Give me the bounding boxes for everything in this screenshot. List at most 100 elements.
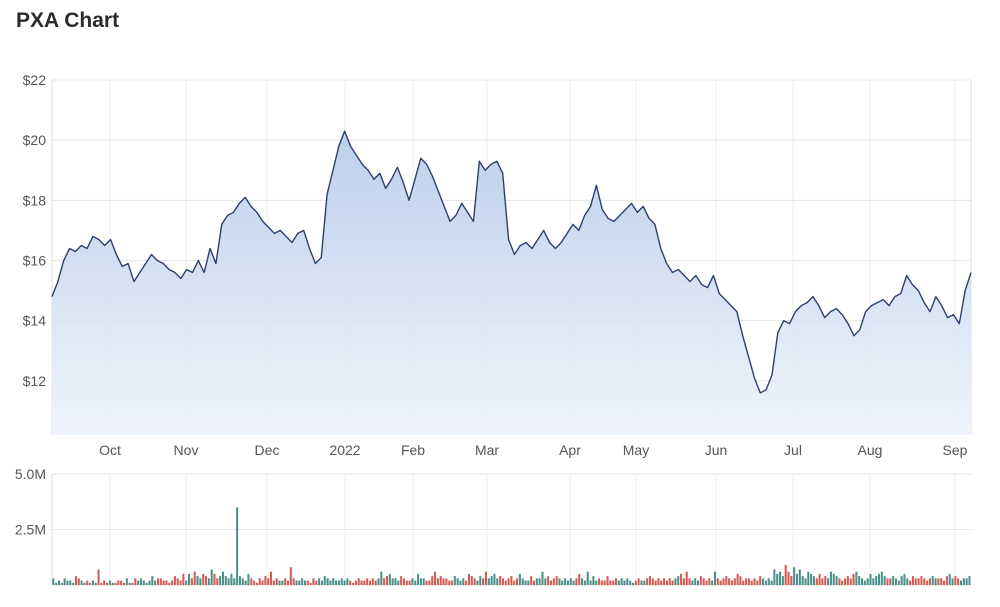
volume-bar	[179, 580, 182, 585]
volume-bar	[442, 578, 445, 585]
volume-bar	[716, 578, 719, 585]
volume-bar	[337, 580, 340, 585]
volume-bar	[631, 582, 635, 585]
volume-bar	[651, 578, 654, 585]
volume-bar	[781, 576, 784, 585]
volume-bar	[530, 576, 533, 585]
volume-bar	[900, 576, 903, 585]
volume-bar	[858, 576, 861, 585]
volume-bar	[142, 580, 145, 585]
volume-bar	[216, 578, 219, 585]
volume-bar	[301, 578, 304, 585]
x-axis-label: May	[623, 442, 649, 458]
volume-bar	[145, 582, 148, 585]
volume-bar	[934, 578, 937, 585]
volume-bar	[747, 578, 750, 585]
volume-bar	[586, 571, 589, 585]
volume-bar	[207, 578, 210, 585]
volume-bar	[77, 578, 80, 585]
volume-bar	[629, 580, 632, 585]
volume-bar	[773, 569, 776, 585]
volume-bar	[770, 580, 773, 585]
volume-bar	[524, 580, 527, 585]
volume-bar	[267, 578, 270, 585]
volume-bar	[199, 578, 202, 585]
price-line	[51, 130, 972, 394]
volume-bar	[600, 580, 603, 585]
volume-bar	[210, 569, 213, 585]
volume-bar	[275, 578, 278, 585]
volume-bar	[173, 576, 176, 585]
volume-bar	[303, 580, 306, 585]
volume-bar	[657, 578, 660, 585]
volume-bar	[762, 578, 765, 585]
volume-bar	[484, 571, 487, 585]
volume-bar	[541, 571, 544, 585]
volume-bar	[926, 580, 929, 585]
volume-bar	[572, 580, 575, 585]
volume-bar	[408, 580, 411, 585]
volume-bar	[125, 578, 128, 585]
x-axis-label: 2022	[329, 442, 360, 458]
volume-bar	[360, 580, 363, 585]
volume-bar	[219, 576, 222, 585]
volume-bar	[168, 582, 171, 585]
volume-bar	[315, 580, 318, 585]
volume-bar	[937, 578, 940, 585]
volume-bar	[470, 576, 473, 585]
volume-bar	[385, 576, 388, 585]
volume-bar	[352, 582, 355, 585]
volume-bar	[190, 578, 193, 585]
volume-bar	[394, 578, 397, 585]
volume-bar	[369, 580, 372, 585]
volume-bar	[643, 580, 646, 585]
volume-bar	[501, 578, 504, 585]
volume-bar	[156, 578, 159, 585]
volume-bar	[417, 573, 420, 585]
volume-bar	[682, 578, 685, 585]
volume-bar	[434, 571, 437, 585]
volume-bar	[795, 573, 799, 585]
volume-bar	[289, 567, 292, 585]
volume-bar	[739, 576, 742, 585]
volume-bar	[162, 580, 165, 585]
volume-bar	[221, 571, 224, 585]
volume-bar	[750, 580, 753, 585]
volume-bar	[473, 578, 476, 585]
volume-bar	[648, 576, 651, 585]
volume-y-tick-label: 5.0M	[15, 466, 46, 482]
volume-bar	[182, 573, 185, 585]
volume-bar	[451, 580, 454, 585]
volume-bar	[787, 571, 790, 585]
volume-bar	[722, 578, 725, 585]
volume-bar	[89, 582, 92, 585]
volume-bar	[832, 573, 835, 585]
volume-bar	[742, 580, 745, 585]
volume-bar	[555, 576, 558, 585]
volume-bar	[253, 580, 256, 585]
volume-bar	[889, 578, 892, 585]
volume-bar	[623, 580, 626, 585]
x-axis-label: Aug	[858, 442, 883, 458]
volume-bar	[202, 573, 205, 585]
volume-bar	[697, 580, 700, 585]
volume-bar	[159, 578, 162, 585]
volume-bar	[798, 569, 801, 585]
volume-bar	[244, 580, 247, 585]
volume-bar	[57, 580, 60, 585]
price-area	[52, 131, 971, 435]
volume-bar	[499, 576, 502, 585]
volume-bar	[849, 578, 852, 585]
volume-bar	[496, 578, 499, 585]
volume-bar	[247, 573, 250, 585]
volume-bar	[117, 580, 120, 585]
volume-bar	[371, 578, 374, 585]
volume-bar	[292, 578, 295, 585]
volume-bar	[835, 576, 838, 585]
volume-bar	[419, 578, 422, 585]
volume-bar	[646, 578, 649, 585]
volume-bar	[801, 576, 804, 585]
volume-bar	[318, 578, 321, 585]
volume-bar	[320, 580, 323, 585]
volume-bar	[790, 576, 793, 585]
